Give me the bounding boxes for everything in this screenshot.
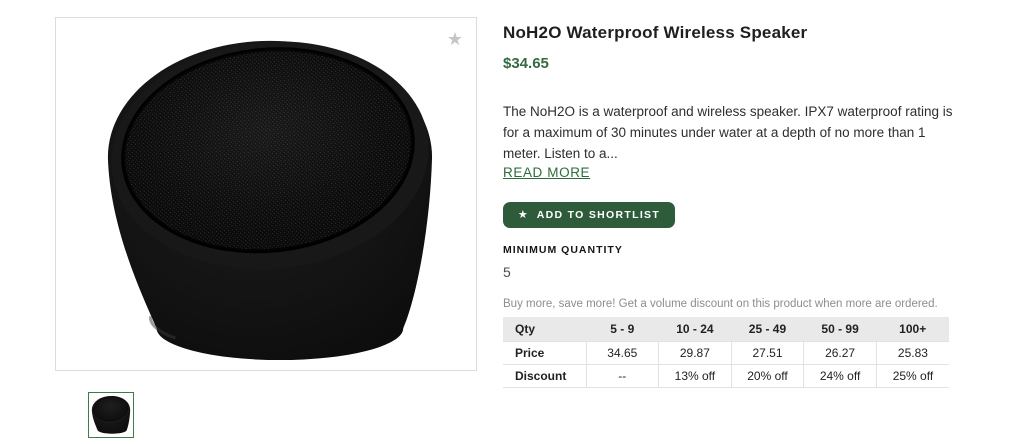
speaker-product-image: [99, 26, 441, 363]
col-header-qty: Qty: [503, 317, 586, 341]
minimum-quantity-value: 5: [503, 264, 511, 280]
discount-cell: 24% off: [803, 363, 877, 388]
price-cell: 29.87: [658, 340, 732, 365]
col-header-tier1: 5 - 9: [586, 317, 659, 341]
discount-cell: 20% off: [730, 363, 805, 388]
price-cell: 25.83: [875, 340, 949, 365]
col-header-tier5: 100+: [876, 317, 949, 341]
speaker-thumbnail-image: [91, 395, 131, 434]
price-row-label: Price: [503, 340, 587, 365]
discount-row: Discount -- 13% off 20% off 24% off 25% …: [503, 363, 949, 388]
add-to-shortlist-button[interactable]: ★ ADD TO SHORTLIST: [503, 202, 675, 228]
col-header-tier4: 50 - 99: [803, 317, 877, 341]
price-row: Price 34.65 29.87 27.51 26.27 25.83: [503, 340, 949, 365]
col-header-tier2: 10 - 24: [658, 317, 732, 341]
product-price: $34.65: [503, 55, 549, 72]
read-more-link[interactable]: READ MORE: [503, 165, 591, 180]
add-to-shortlist-label: ADD TO SHORTLIST: [536, 209, 661, 221]
price-cell: 34.65: [585, 340, 660, 365]
favorite-star-icon[interactable]: ★: [446, 29, 463, 49]
discount-cell: 25% off: [875, 363, 949, 388]
volume-discount-note: Buy more, save more! Get a volume discou…: [503, 298, 938, 310]
price-cell: 26.27: [803, 340, 877, 365]
product-thumbnail[interactable]: [88, 392, 134, 438]
col-header-tier3: 25 - 49: [731, 317, 804, 341]
discount-cell: --: [585, 363, 660, 388]
star-icon: ★: [517, 208, 528, 221]
product-main-image: ★: [55, 17, 477, 371]
minimum-quantity-label: MINIMUM QUANTITY: [503, 244, 623, 256]
volume-discount-table: Qty 5 - 9 10 - 24 25 - 49 50 - 99 100+ P…: [503, 317, 949, 388]
product-title: NoH2O Waterproof Wireless Speaker: [503, 23, 808, 42]
discount-table-header-row: Qty 5 - 9 10 - 24 25 - 49 50 - 99 100+: [503, 317, 949, 341]
discount-row-label: Discount: [503, 363, 587, 388]
product-description: The NoH2O is a waterproof and wireless s…: [503, 104, 953, 161]
product-details: NoH2O Waterproof Wireless Speaker $34.65…: [503, 22, 952, 388]
discount-cell: 13% off: [658, 363, 732, 388]
price-cell: 27.51: [730, 340, 805, 365]
